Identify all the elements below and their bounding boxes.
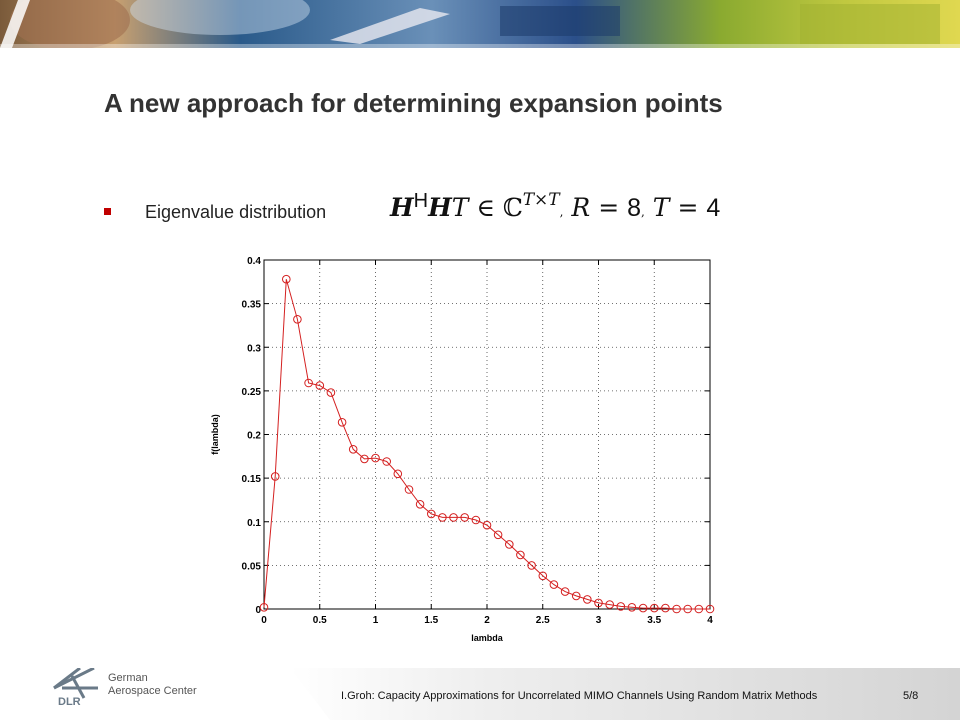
data-point (348, 445, 358, 454)
formula-matrix: H (390, 193, 414, 222)
y-tick-label: 0.35 (242, 300, 262, 311)
data-point (415, 500, 425, 509)
bullet-formula: HHHT ∈ ℂT×T, R = 8, T = 4 (390, 190, 720, 223)
formula-size: T×T (522, 190, 560, 210)
data-point (270, 472, 280, 481)
bullet-square-icon (104, 208, 111, 215)
y-tick-label: 0.4 (247, 256, 261, 267)
y-tick-label: 0.15 (242, 474, 262, 485)
y-tick-label: 0.1 (247, 518, 261, 529)
formula-t-val: 4 (706, 194, 721, 222)
x-tick-label: 4 (707, 615, 713, 626)
eigenvalue-chart: 0 0.5 1 1.5 2 2.5 3 3.5 4 0 0.05 0.1 0.15 0.2 0.25 0.3 0… (210, 256, 715, 643)
data-point (538, 571, 548, 581)
presentation-title: I.Groh: Capacity Approximations for Unco… (341, 690, 818, 702)
data-point (427, 509, 436, 519)
data-point (661, 603, 670, 613)
data-point (326, 388, 336, 397)
bullet-text: Eigenvalue distribution (145, 202, 327, 222)
data-point (694, 604, 704, 614)
org-name-line1: German (108, 672, 148, 684)
data-point (527, 561, 536, 570)
data-point (571, 591, 581, 601)
y-axis-label: f(lambda) (210, 414, 220, 455)
data-point (315, 381, 325, 390)
x-axis-label: lambda (471, 633, 504, 643)
dlr-logo-icon (53, 668, 98, 699)
data-point (282, 274, 291, 284)
dlr-logo-text: DLR (58, 696, 81, 708)
x-tick-label: 1 (373, 615, 379, 626)
y-tick-label: 0 (255, 605, 261, 616)
x-tick-label: 1.5 (424, 615, 438, 626)
data-point (493, 530, 503, 540)
formula-matrix2: H (428, 193, 452, 222)
data-point (404, 485, 414, 494)
y-tick-label: 0.05 (242, 561, 262, 572)
data-point (705, 604, 715, 614)
x-tick-label: 2.5 (536, 615, 550, 626)
data-point (638, 603, 648, 613)
formula-eq2: = (677, 193, 699, 222)
formula-eq1: = (598, 193, 620, 222)
data-point (360, 454, 369, 464)
formula-dim: T (451, 193, 469, 222)
data-point (683, 604, 693, 614)
formula-field: ℂ (502, 193, 523, 222)
x-tick-label: 3.5 (647, 615, 661, 626)
data-point (505, 540, 514, 549)
header-banner (0, 0, 960, 48)
data-point (293, 315, 302, 324)
x-tick-label: 0 (261, 615, 267, 626)
formula-hermitian: H (413, 190, 429, 212)
data-point (616, 602, 626, 611)
data-point (449, 513, 458, 522)
y-tick-label: 0.2 (247, 431, 261, 442)
data-point (594, 598, 603, 608)
data-point (371, 453, 380, 463)
x-tick-label: 3 (596, 615, 602, 626)
series-markers (259, 274, 715, 614)
data-point (516, 550, 525, 560)
data-point (549, 580, 559, 589)
data-point (337, 418, 347, 427)
data-point (382, 457, 391, 466)
footer-bar: DLR (53, 668, 960, 720)
data-point (393, 469, 403, 479)
data-point (627, 603, 637, 612)
data-point (650, 603, 659, 613)
data-point (438, 513, 447, 522)
formula-elem: ∈ (476, 193, 495, 222)
y-tick-label: 0.3 (247, 343, 261, 354)
formula-t-var: T (652, 193, 670, 222)
x-tick-label: 0.5 (313, 615, 327, 626)
data-point (471, 515, 481, 525)
data-point (583, 595, 592, 604)
data-point (672, 604, 681, 614)
data-point (560, 587, 570, 596)
formula-r-var: R (571, 193, 591, 222)
data-point (605, 600, 615, 609)
formula-r-val: 8 (627, 194, 642, 222)
chart-grid (264, 260, 710, 609)
data-point (259, 603, 269, 612)
data-point (482, 520, 492, 530)
formula-comma1: , (559, 205, 564, 219)
slide-title: A new approach for determining expansion… (104, 88, 723, 118)
formula-comma2: , (641, 205, 645, 219)
y-tick-label: 0.25 (242, 387, 262, 398)
org-name-line2: Aerospace Center (108, 685, 197, 697)
page-number: 5/8 (903, 690, 919, 702)
data-point (460, 513, 470, 522)
data-point (304, 378, 313, 388)
chart-tick-labels: 0 0.5 1 1.5 2 2.5 3 3.5 4 0 0.05 0.1 0.15 0.2 0.25 0.3 0… (242, 256, 714, 626)
chart-ticks (263, 259, 711, 610)
x-tick-label: 2 (484, 615, 490, 626)
